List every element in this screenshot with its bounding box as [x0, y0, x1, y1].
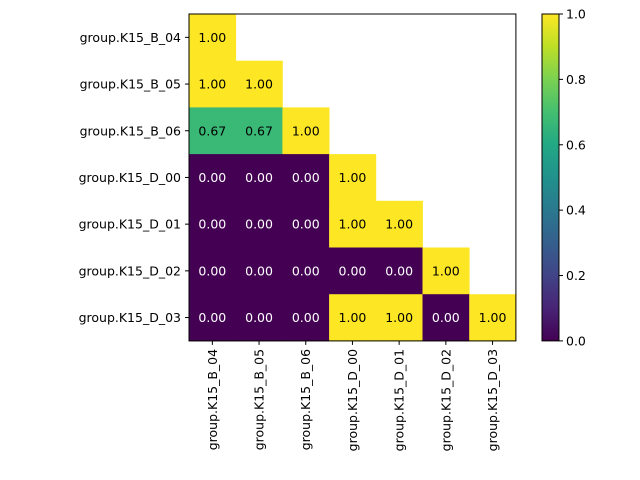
cell-value-label: 1.00 [339, 310, 367, 325]
colorbar: 0.0 0.2 0.4 0.6 0.8 1.0 [541, 7, 586, 348]
cell-value-label: 1.00 [385, 310, 413, 325]
y-tick-label: group.K15_B_06 [80, 123, 181, 138]
y-axis: group.K15_B_04 group.K15_B_05 group.K15_B_… [79, 30, 189, 325]
heatmap-cell-r4-c1 [235, 200, 283, 248]
cell-value-label: 1.00 [432, 263, 460, 278]
heatmap-cell-r2-c1 [235, 107, 283, 155]
cell-value-label: 0.00 [385, 263, 413, 278]
heatmap-cell-r5-c0 [189, 247, 237, 295]
x-tick-label: group.K15_D_02 [438, 349, 453, 451]
cell-value-label: 0.00 [198, 263, 226, 278]
heatmap-cells [189, 14, 517, 342]
colorbar-gradient [542, 14, 559, 341]
heatmap-cell-r3-c3 [329, 154, 377, 202]
heatmap-cell-r4-c4 [375, 200, 423, 248]
y-tick-label: group.K15_D_01 [79, 217, 181, 232]
cell-value-label: 1.00 [245, 77, 273, 92]
heatmap-cell-r5-c1 [235, 247, 283, 295]
colorbar-tick-label: 0.2 [566, 268, 586, 283]
cell-value-label: 1.00 [385, 217, 413, 232]
cell-value-label: 0.00 [292, 263, 320, 278]
heatmap-cell-r6-c6 [469, 294, 517, 342]
x-tick-label: group.K15_D_00 [345, 349, 360, 451]
heatmap-cell-r3-c0 [189, 154, 237, 202]
cell-value-label: 1.00 [198, 30, 226, 45]
cell-value-label: 0.00 [198, 217, 226, 232]
cell-value-label: 0.00 [198, 170, 226, 185]
cell-value-label: 0.00 [292, 310, 320, 325]
heatmap-cell-r6-c2 [282, 294, 330, 342]
colorbar-frame [541, 13, 560, 342]
x-tick-label: group.K15_D_03 [485, 349, 500, 451]
heatmap-cell-r5-c5 [422, 247, 470, 295]
cell-value-label: 0.00 [245, 310, 273, 325]
heatmap-cell-r1-c0 [189, 60, 237, 108]
heatmap-cell-r4-c0 [189, 200, 237, 248]
heatmap-cell-r1-c1 [235, 60, 283, 108]
heatmap-cell-r4-c2 [282, 200, 330, 248]
cell-value-label: 0.00 [198, 310, 226, 325]
cell-value-label: 0.00 [339, 263, 367, 278]
heatmap-cell-r6-c0 [189, 294, 237, 342]
y-tick-label: group.K15_D_00 [79, 170, 181, 185]
x-tick-label: group.K15_B_06 [298, 349, 313, 450]
heatmap-cell-r2-c2 [282, 107, 330, 155]
x-axis: group.K15_B_04 group.K15_B_05 group.K15_B_… [205, 340, 500, 451]
heatmap-cell-r2-c0 [189, 107, 237, 155]
y-tick-label: group.K15_B_05 [80, 77, 181, 92]
colorbar-tick-label: 0.4 [566, 203, 586, 218]
heatmap-cell-r5-c2 [282, 247, 330, 295]
heatmap-cell-r6-c5 [422, 294, 470, 342]
cell-value-label: 0.00 [245, 263, 273, 278]
cell-value-label: 0.00 [292, 217, 320, 232]
heatmap-cell-r6-c3 [329, 294, 377, 342]
heatmap-cell-r6-c1 [235, 294, 283, 342]
cell-value-label: 1.00 [479, 310, 507, 325]
cell-value-label: 0.00 [292, 170, 320, 185]
x-tick-label: group.K15_B_04 [205, 349, 220, 450]
cell-value-label: 1.00 [339, 170, 367, 185]
heatmap-cell-r0-c0 [189, 14, 237, 62]
heatmap-cell-r6-c4 [375, 294, 423, 342]
cell-value-label: 0.00 [245, 170, 273, 185]
heatmap-cell-r5-c4 [375, 247, 423, 295]
heatmap-cell-r5-c3 [329, 247, 377, 295]
cell-value-label: 0.00 [432, 310, 460, 325]
cell-value-label: 0.67 [198, 123, 226, 138]
colorbar-tick-label: 1.0 [566, 7, 586, 22]
colorbar-tick-label: 0.6 [566, 137, 586, 152]
heatmap-cell-r4-c3 [329, 200, 377, 248]
cell-value-label: 1.00 [339, 217, 367, 232]
colorbar-tick-label: 0.8 [566, 72, 586, 87]
y-tick-label: group.K15_B_04 [80, 30, 181, 45]
heatmap-cell-r3-c1 [235, 154, 283, 202]
cell-value-label: 1.00 [198, 77, 226, 92]
x-tick-label: group.K15_D_01 [392, 349, 407, 451]
colorbar-tick-label: 0.0 [566, 333, 586, 348]
x-tick-label: group.K15_B_05 [252, 349, 267, 450]
heatmap-cell-r3-c2 [282, 154, 330, 202]
heatmap-cell-labels: 1.00 1.00 1.00 0.67 0.67 1.00 0.00 0.00 0.00 1.00… [198, 30, 506, 325]
y-tick-label: group.K15_D_03 [79, 310, 181, 325]
cell-value-label: 0.67 [245, 123, 273, 138]
cell-value-label: 1.00 [292, 123, 320, 138]
cell-value-label: 0.00 [245, 217, 273, 232]
y-tick-label: group.K15_D_02 [79, 263, 181, 278]
